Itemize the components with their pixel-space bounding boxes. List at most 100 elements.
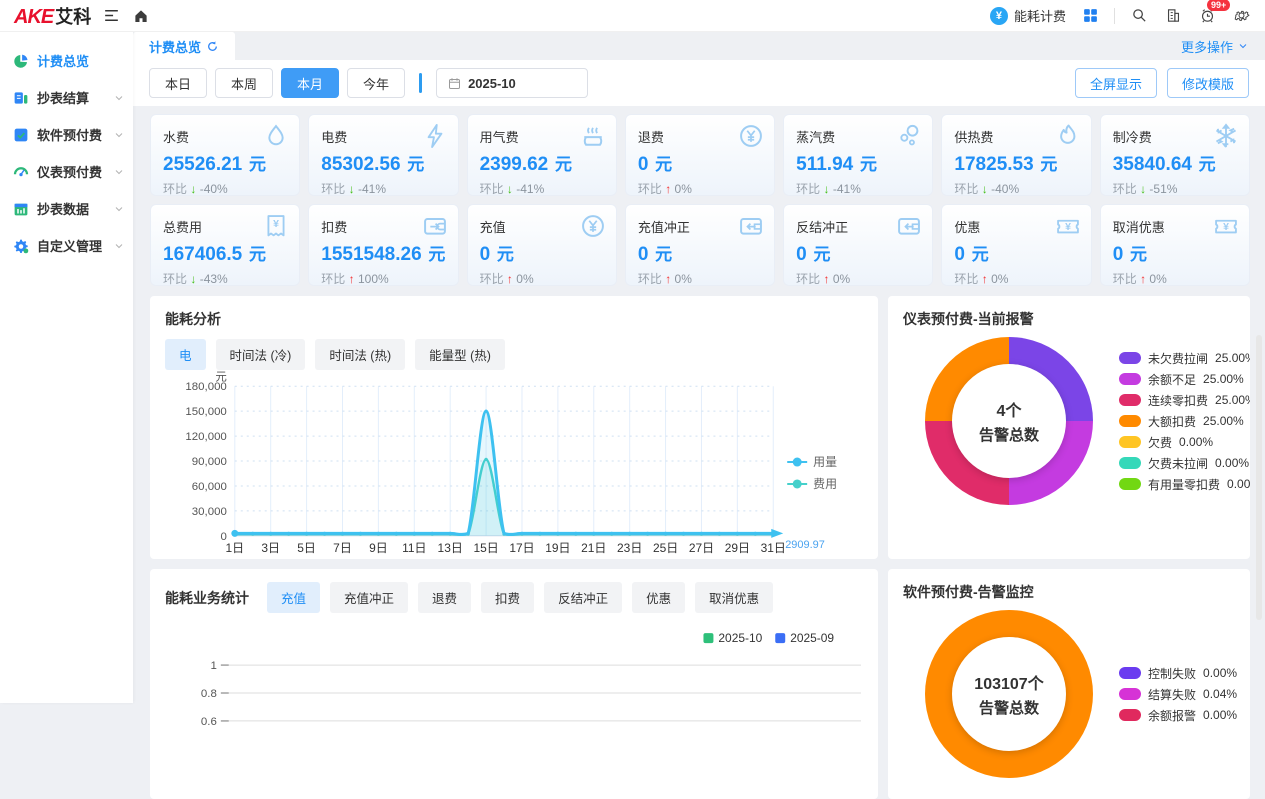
settings-gear-icon[interactable]: [1231, 6, 1251, 26]
legend-percent: 25.00%: [1215, 393, 1250, 407]
business-type-tab[interactable]: 优惠: [632, 582, 686, 613]
stat-card: ¥ 总费用 167406.5 元环比 ↓ -43%: [150, 204, 301, 286]
sidebar-item-1[interactable]: 计费总览: [0, 42, 133, 79]
sidebar-item-6[interactable]: 自定义管理: [0, 227, 133, 264]
fullscreen-button[interactable]: 全屏显示: [1074, 68, 1157, 98]
meter-alarm-legend-item[interactable]: 未欠费拉闸 25.00%: [1119, 350, 1250, 367]
range-button[interactable]: 今年: [347, 68, 406, 98]
energy-type-tab[interactable]: 电: [165, 339, 206, 370]
gauge-icon: [12, 163, 30, 181]
bolt-icon: [421, 122, 449, 150]
meter-alarm-legend-item[interactable]: 欠费未拉闸 0.00%: [1119, 455, 1250, 472]
svg-text:90,000: 90,000: [192, 456, 227, 468]
business-stats-title: 能耗业务统计: [165, 589, 249, 606]
business-stats-chart[interactable]: 2025-10 2025-09 1 0.8 0.6: [165, 627, 863, 767]
sidebar-item-label: 仪表预付费: [37, 165, 103, 180]
stat-cards-grid: 水费 25526.21 元环比 ↓ -40% 电费 85302.56 元环比 ↓ -4…: [150, 114, 1250, 286]
card-label: 取消优惠: [1112, 220, 1165, 235]
range-button[interactable]: 本日: [149, 68, 208, 98]
edit-template-button[interactable]: 修改模版: [1166, 68, 1249, 98]
sidebar-item-2[interactable]: 抄表结算: [0, 79, 133, 116]
tab-billing-overview[interactable]: 计费总览: [133, 32, 236, 60]
apps-grid-icon[interactable]: [1080, 6, 1100, 26]
card-trend: 环比 ↑ 0%: [479, 272, 534, 286]
chevron-down-icon: [113, 92, 125, 104]
collapse-menu-icon[interactable]: [101, 6, 121, 26]
alarm-icon[interactable]: 99+: [1197, 0, 1231, 26]
snow-icon: [1212, 122, 1240, 150]
chevron-down-icon: [113, 203, 125, 215]
software-alarm-legend-item[interactable]: 结算失败 0.04%: [1119, 686, 1237, 703]
range-button[interactable]: 本周: [215, 68, 274, 98]
business-type-tab[interactable]: 扣费: [481, 582, 535, 613]
energy-type-tab[interactable]: 时间法 (热): [315, 339, 406, 370]
software-icon: [12, 126, 30, 144]
svg-text:0: 0: [220, 531, 226, 543]
search-icon[interactable]: [1129, 6, 1149, 26]
software-alarm-legend-item[interactable]: 余额报警 0.00%: [1119, 707, 1237, 724]
svg-text:7日: 7日: [333, 541, 352, 555]
software-donut-center: 103107个 告警总数: [952, 637, 1066, 751]
card-value: 17825.53 元: [954, 154, 1058, 175]
svg-text:¥: ¥: [1065, 221, 1071, 233]
range-button[interactable]: 本月: [281, 68, 340, 98]
stat-card: 充值 0 元环比 ↑ 0%: [466, 204, 617, 286]
trend-up-arrow: ↑: [823, 272, 830, 286]
meter-alarm-legend-item[interactable]: 余额不足 25.00%: [1119, 371, 1250, 388]
svg-text:0.8: 0.8: [201, 688, 217, 700]
legend-swatch: [1119, 688, 1141, 700]
trend-up-arrow: ↑: [981, 272, 988, 286]
tab-strip: 计费总览 更多操作: [133, 32, 1265, 60]
page-scrollbar[interactable]: [1256, 335, 1262, 620]
business-type-tab[interactable]: 充值冲正: [330, 582, 409, 613]
app-switcher-current[interactable]: ¥ 能耗计费: [989, 6, 1066, 25]
legend-swatch: [1119, 478, 1141, 490]
meter-alarm-donut-chart[interactable]: 4个 告警总数: [925, 337, 1093, 505]
energy-type-tab[interactable]: 能量型 (热): [415, 339, 505, 370]
business-type-tab[interactable]: 取消优惠: [695, 582, 774, 613]
energy-line-chart[interactable]: 0 30,000 60,000 90,000 120,000 150,000 180,000…: [165, 370, 863, 559]
sidebar-item-label: 自定义管理: [37, 239, 103, 254]
business-type-tab[interactable]: 退费: [418, 582, 472, 613]
sidebar-item-5[interactable]: 抄表数据: [0, 190, 133, 227]
card-value: 0 元: [1112, 244, 1148, 265]
sidebar-item-label: 抄表结算: [37, 91, 90, 106]
brand-logo[interactable]: AKE 艾科: [14, 3, 91, 29]
meter-alarm-legend-item[interactable]: 欠费 0.00%: [1119, 434, 1250, 451]
software-alarm-legend-item[interactable]: 控制失败 0.00%: [1119, 665, 1237, 682]
legend-swatch: [1119, 709, 1141, 721]
home-icon[interactable]: [131, 6, 151, 26]
business-type-tab[interactable]: 充值: [267, 582, 321, 613]
trend-up-arrow: ↑: [665, 272, 672, 286]
chevron-down-icon: [113, 129, 125, 141]
month-picker[interactable]: 2025-10: [436, 68, 589, 98]
svg-text:180,000: 180,000: [185, 381, 226, 393]
legend-percent: 0.00%: [1179, 435, 1214, 449]
card-label: 反结冲正: [796, 220, 849, 235]
energy-analysis-title: 能耗分析: [165, 311, 221, 327]
svg-text:9日: 9日: [369, 541, 388, 555]
header-divider: [1114, 7, 1115, 24]
sidebar-item-3[interactable]: 软件预付费: [0, 116, 133, 153]
svg-text:120,000: 120,000: [185, 431, 226, 443]
meter-alarm-legend-item[interactable]: 有用量零扣费 0.00%: [1119, 476, 1250, 493]
card-trend: 环比 ↑ 100%: [321, 272, 389, 286]
legend-percent: 0.00%: [1203, 708, 1238, 722]
energy-type-tab[interactable]: 时间法 (冷): [215, 339, 306, 370]
refresh-icon[interactable]: [206, 40, 219, 53]
business-type-tab[interactable]: 反结冲正: [544, 582, 623, 613]
sidebar-item-4[interactable]: 仪表预付费: [0, 153, 133, 190]
chevron-down-icon: [113, 240, 125, 252]
more-actions-dropdown[interactable]: 更多操作: [1181, 37, 1249, 56]
software-alarm-donut-chart[interactable]: 103107个 告警总数: [925, 610, 1093, 778]
chevron-down-icon: [113, 166, 125, 178]
card-trend: 环比 ↑ 0%: [954, 272, 1009, 286]
organization-icon[interactable]: [1163, 6, 1183, 26]
card-label: 电费: [321, 130, 348, 145]
legend-label: 余额报警: [1148, 708, 1197, 723]
trend-up-arrow: ↑: [348, 272, 355, 286]
meter-alarm-legend-item[interactable]: 大额扣费 25.00%: [1119, 413, 1250, 430]
logo-text-secondary: 艾科: [55, 6, 92, 27]
flame-icon: [1054, 122, 1082, 150]
meter-alarm-legend-item[interactable]: 连续零扣费 25.00%: [1119, 392, 1250, 409]
